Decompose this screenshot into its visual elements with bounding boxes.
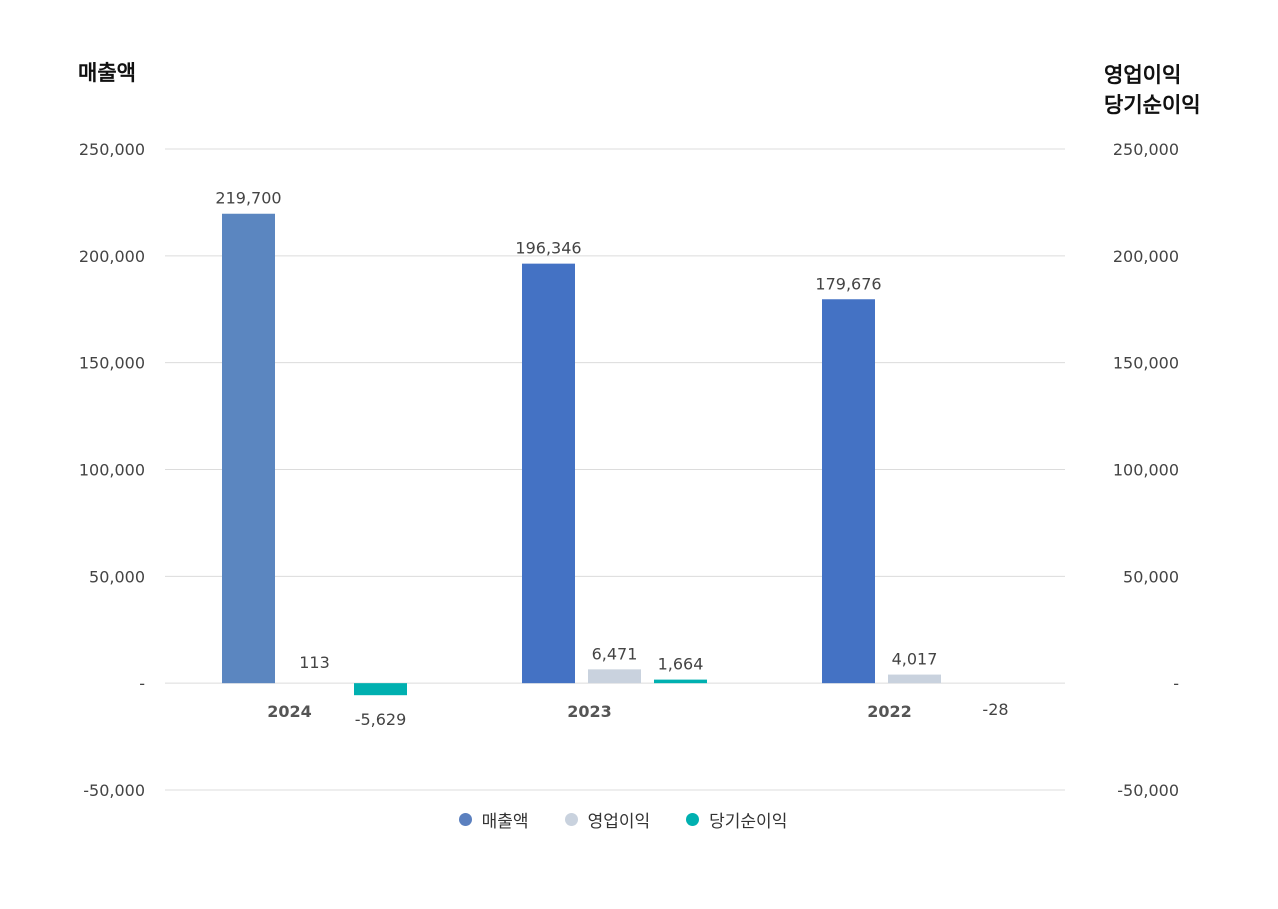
data-label: 219,700 xyxy=(215,189,281,208)
y-tick-label-right: -50,000 xyxy=(1117,781,1179,800)
data-label: 1,664 xyxy=(658,655,704,674)
bar xyxy=(888,674,941,684)
legend-item-sales[interactable]: 매출액 xyxy=(458,807,529,832)
y-tick-label-right: 200,000 xyxy=(1113,247,1179,266)
legend-label-net-income: 당기순이익 xyxy=(709,812,788,832)
right-axis-title-line1: 영업이익 xyxy=(1104,63,1182,87)
data-label: -5,629 xyxy=(355,710,407,729)
bar xyxy=(222,213,275,684)
left-axis-title: 매출액 xyxy=(78,61,136,85)
y-tick-label-left: 200,000 xyxy=(79,247,145,266)
y-tick-label-left: -50,000 xyxy=(83,781,145,800)
legend-dot-net-income xyxy=(686,813,700,826)
y-tick-label-left: 250,000 xyxy=(79,140,145,159)
legend-label-sales: 매출액 xyxy=(481,812,529,832)
bar xyxy=(822,299,875,684)
bar xyxy=(354,683,407,696)
right-axis-title: 영업이익 당기순이익 xyxy=(1104,60,1201,120)
y-tick-label-right: - xyxy=(1173,674,1179,693)
right-axis-title-line2: 당기순이익 xyxy=(1104,93,1201,117)
legend-dot-operating-profit xyxy=(564,813,578,826)
y-tick-label-left: 100,000 xyxy=(79,461,145,480)
y-tick-label-right: 150,000 xyxy=(1113,354,1179,373)
bar xyxy=(654,679,707,684)
legend-item-net-income[interactable]: 당기순이익 xyxy=(686,807,787,832)
y-tick-label-left: 150,000 xyxy=(79,354,145,373)
y-tick-label-left: - xyxy=(139,674,145,693)
data-label: 196,346 xyxy=(515,239,581,258)
legend-dot-sales xyxy=(458,813,472,826)
y-tick-label-right: 100,000 xyxy=(1113,461,1179,480)
data-label: 6,471 xyxy=(592,644,638,663)
legend-item-operating-profit[interactable]: 영업이익 xyxy=(564,807,651,832)
x-tick-label: 2022 xyxy=(867,702,912,721)
y-tick-label-left: 50,000 xyxy=(89,567,145,586)
y-tick-label-right: 250,000 xyxy=(1113,140,1179,159)
x-tick-label: 2023 xyxy=(567,702,612,721)
chart-legend: 매출액 영업이익 당기순이익 xyxy=(0,807,1278,832)
data-label: -28 xyxy=(982,700,1008,719)
data-label: 179,676 xyxy=(815,274,881,293)
data-label: 4,017 xyxy=(892,650,938,669)
y-tick-label-right: 50,000 xyxy=(1123,567,1179,586)
data-label: 113 xyxy=(299,653,330,672)
legend-label-operating-profit: 영업이익 xyxy=(587,812,651,832)
bar xyxy=(522,263,575,684)
bar xyxy=(588,669,641,684)
x-tick-label: 2024 xyxy=(267,702,312,721)
